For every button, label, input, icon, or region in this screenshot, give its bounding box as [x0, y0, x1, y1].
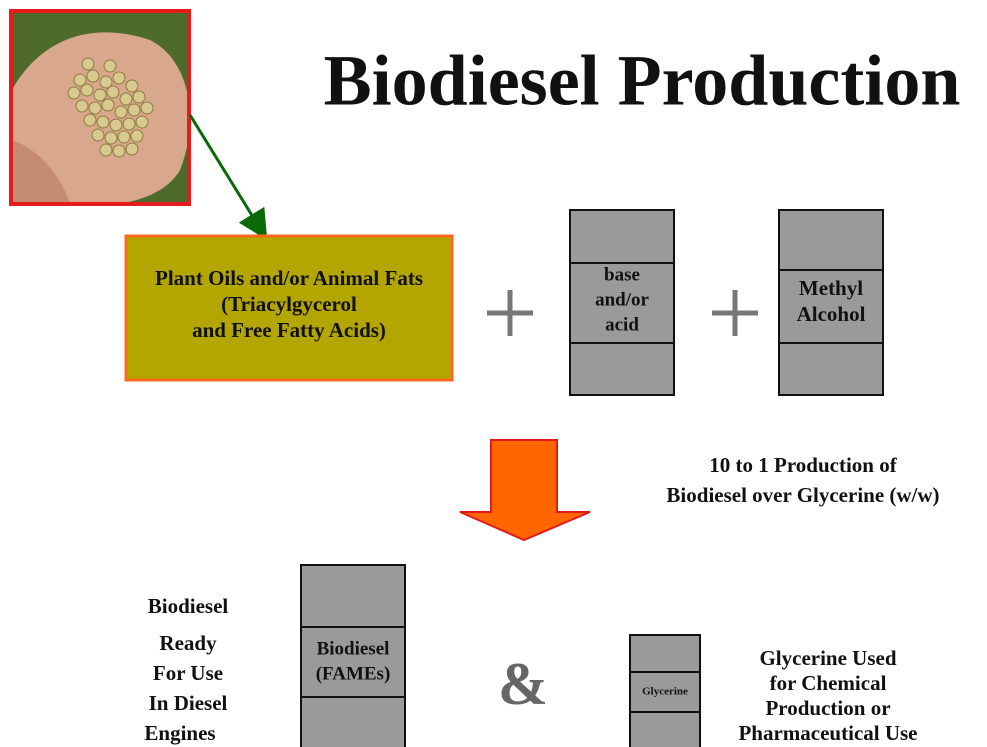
biodiesel-use: Engines: [144, 721, 215, 745]
catalyst-text: base: [604, 264, 640, 285]
glycerine-use: Glycerine Used: [759, 646, 896, 670]
feedstock-text: Plant Oils and/or Animal Fats: [155, 266, 423, 290]
alcohol-text: Alcohol: [797, 302, 866, 326]
catalyst-text: and/or: [595, 289, 649, 310]
ratio-note: Biodiesel over Glycerine (w/w): [666, 483, 939, 507]
down-arrow: [460, 440, 590, 540]
catalyst-text: acid: [605, 314, 639, 335]
biodiesel-use: In Diesel: [149, 691, 228, 715]
glycerine-use: Pharmaceutical Use: [738, 721, 917, 745]
glycerine-use: for Chemical: [770, 671, 887, 695]
biodiesel-product: (FAMEs): [316, 663, 391, 684]
title: Biodiesel Production: [324, 41, 961, 121]
biodiesel-use: Biodiesel: [148, 594, 229, 618]
ratio-note: 10 to 1 Production of: [709, 453, 897, 477]
feedstock-text: and Free Fatty Acids): [192, 318, 386, 342]
alcohol-text: Methyl: [799, 276, 863, 300]
biodiesel-product: Biodiesel: [317, 638, 390, 659]
arrow: [190, 115, 261, 230]
glycerine-product: Glycerine: [642, 686, 688, 698]
soybean-photo: [12, 12, 190, 206]
biodiesel-use: For Use: [153, 661, 223, 685]
biodiesel-use: Ready: [159, 631, 217, 655]
glycerine-use: Production or: [765, 696, 890, 720]
slide: Biodiesel Production Plant Oils and/or A…: [0, 0, 987, 747]
ampersand: &: [498, 651, 548, 717]
feedstock-text: (Triacylgycerol: [221, 292, 357, 316]
